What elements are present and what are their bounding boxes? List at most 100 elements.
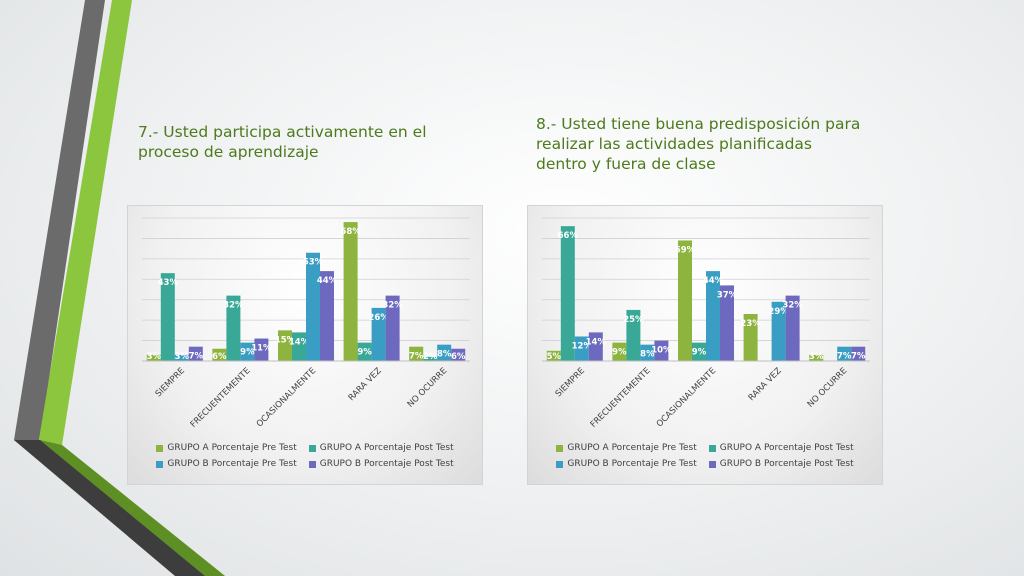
legend-label: GRUPO A Porcentaje Pre Test xyxy=(167,443,297,453)
bar xyxy=(837,346,852,361)
bar xyxy=(423,356,438,361)
bar xyxy=(588,332,603,361)
data-label: 10% xyxy=(651,346,672,356)
bar xyxy=(174,354,189,361)
bar-chart-participation: 3% 43% 3% 7% SIEMPRE 6% 32% 9% 11% FRECUENTEMENTE… xyxy=(127,205,483,485)
data-label: 3% xyxy=(175,352,190,362)
data-label: 2% xyxy=(423,352,438,362)
data-label: 8% xyxy=(640,350,655,360)
data-label: 7% xyxy=(409,352,424,362)
bar xyxy=(146,354,161,361)
legend-label: GRUPO A Porcentaje Post Test xyxy=(719,443,854,453)
data-label: 9% xyxy=(692,348,707,358)
data-label: 7% xyxy=(851,352,866,362)
legend-label: GRUPO A Porcentaje Post Test xyxy=(319,443,454,453)
gray-stripe xyxy=(14,0,210,576)
category-label: SIEMPRE xyxy=(554,366,587,399)
bar xyxy=(160,273,175,361)
legend-item-b-post: GRUPO B Porcentaje Post Test xyxy=(308,459,454,469)
data-label: 32% xyxy=(382,301,403,311)
legend-swatch xyxy=(308,460,316,468)
data-label: 44% xyxy=(703,276,724,286)
data-label: 32% xyxy=(782,301,803,311)
legend-swatch xyxy=(156,444,164,452)
legend-item-b-post: GRUPO B Porcentaje Post Test xyxy=(708,459,854,469)
bar xyxy=(743,314,758,361)
category-label: SIEMPRE xyxy=(154,366,187,399)
category-label: NO OCURRE xyxy=(406,366,450,410)
category-label: RARA VEZ xyxy=(747,366,784,403)
data-label: 7% xyxy=(189,352,204,362)
data-label: 9% xyxy=(612,348,627,358)
data-label: 37% xyxy=(717,290,738,300)
bar xyxy=(678,240,692,361)
bar xyxy=(706,271,720,361)
bar xyxy=(292,332,306,361)
data-label: 5% xyxy=(547,352,562,362)
bar xyxy=(306,252,320,361)
data-label: 6% xyxy=(212,352,227,362)
dark-green-stripe xyxy=(40,440,225,576)
chart-title-left: 7.- Usted participa activamente en el pr… xyxy=(138,123,427,161)
bar xyxy=(278,330,292,361)
legend-item-b-pre: GRUPO B Porcentaje Pre Test xyxy=(156,459,297,469)
bar xyxy=(612,342,627,361)
legend-item-a-pre: GRUPO A Porcentaje Pre Test xyxy=(556,443,697,453)
bar xyxy=(385,295,400,361)
data-label: 44% xyxy=(317,276,338,286)
data-label: 25% xyxy=(623,315,644,325)
bar xyxy=(851,346,866,361)
data-label: 29% xyxy=(768,307,789,317)
data-label: 15% xyxy=(275,335,296,345)
bar xyxy=(692,342,706,361)
category-label: NO OCURRE xyxy=(806,366,850,410)
data-label: 3% xyxy=(147,352,162,362)
category-label: OCASIONALMENTE xyxy=(655,366,718,429)
data-label: 66% xyxy=(558,231,579,241)
legend-item-a-pre: GRUPO A Porcentaje Pre Test xyxy=(156,443,297,453)
bar xyxy=(320,271,334,361)
legend-label: GRUPO B Porcentaje Pre Test xyxy=(567,459,697,469)
bar xyxy=(809,354,824,361)
bar xyxy=(437,344,452,361)
legend-swatch xyxy=(556,460,564,468)
bar xyxy=(188,346,203,361)
data-label: 53% xyxy=(303,258,324,268)
legend-label: GRUPO B Porcentaje Post Test xyxy=(319,459,454,469)
data-label: 6% xyxy=(451,352,466,362)
bar xyxy=(546,350,561,361)
dark-gray-stripe xyxy=(14,440,205,576)
bar xyxy=(254,338,269,361)
bar xyxy=(560,226,575,361)
data-label: 9% xyxy=(357,348,372,358)
data-label: 68% xyxy=(340,227,361,237)
data-label: 23% xyxy=(740,319,761,329)
legend-swatch xyxy=(556,444,564,452)
data-label: 59% xyxy=(675,245,696,255)
chart-title-right: 8.- Usted tiene buena predisposición par… xyxy=(536,115,861,173)
legend-swatch xyxy=(708,444,716,452)
green-stripe xyxy=(38,0,225,576)
data-label: 32% xyxy=(223,301,244,311)
data-label: 9% xyxy=(240,348,255,358)
legend-label: GRUPO B Porcentaje Pre Test xyxy=(167,459,297,469)
category-label: OCASIONALMENTE xyxy=(255,366,318,429)
bar xyxy=(371,307,386,361)
data-label: 26% xyxy=(368,313,389,323)
legend-item-a-post: GRUPO A Porcentaje Post Test xyxy=(708,443,854,453)
legend-item-b-pre: GRUPO B Porcentaje Pre Test xyxy=(556,459,697,469)
bar xyxy=(720,285,734,361)
legend-swatch xyxy=(708,460,716,468)
bar xyxy=(212,348,227,361)
chart-legend: GRUPO A Porcentaje Pre Test GRUPO A Porc… xyxy=(128,443,482,475)
bar xyxy=(771,301,786,361)
data-label: 14% xyxy=(586,337,607,347)
data-label: 7% xyxy=(837,352,852,362)
bar xyxy=(240,342,255,361)
chart-plot: 5% 66% 12%14% SIEMPRE 9% 25% 8%10% FRECUENTEMEN… xyxy=(542,217,870,430)
data-label: 8% xyxy=(437,350,452,360)
bar-chart-predisposition: 5% 66% 12% 14% SIEMPRE 9% 25% 8% 10% FRECUENTEMEN… xyxy=(527,205,883,485)
bar xyxy=(785,295,800,361)
bar xyxy=(343,222,358,361)
